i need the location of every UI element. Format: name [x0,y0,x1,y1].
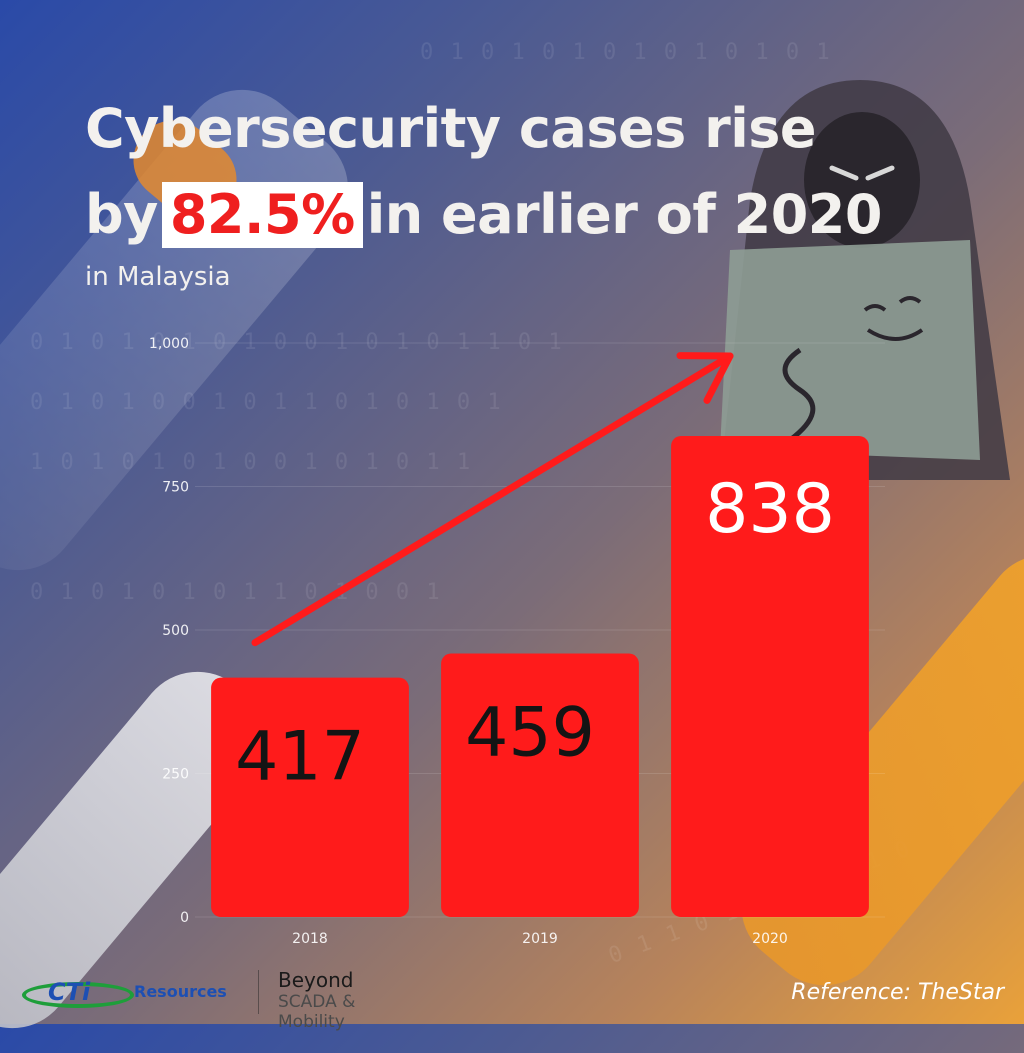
headline-line2: by 82.5% in earlier of 2020 [85,172,882,258]
y-tick-label: 0 [180,910,189,926]
bar-2019 [441,653,639,917]
headline-line1: Cybersecurity cases rise [85,97,816,160]
bar-2020 [671,435,869,917]
trend-arrow-icon [251,352,734,647]
bar-chart: 0 250 500 750 1,000 417 459 838 2018 2019 2020 [149,336,869,947]
x-tick-label: 2018 [292,931,328,947]
y-tick-label: 750 [162,480,189,496]
logo-divider [258,970,259,1014]
x-tick-label: 2020 [752,931,788,947]
headline-highlight: 82.5% [161,182,363,248]
x-tick-label: 2019 [522,931,558,947]
headline-prefix: by [85,183,158,246]
logo-cti-text: CTi [48,978,91,1006]
logo-beyond-text: Beyond [278,968,354,992]
y-tick-label: 500 [162,623,189,639]
cti-logo-icon: CTi [22,974,140,1014]
logo-scada-text: SCADA & Mobility [278,992,356,1032]
bar-2018 [211,677,409,917]
y-tick-label: 1,000 [149,336,189,352]
company-logo: CTi Resources Beyond SCADA & Mobility [22,968,412,1032]
y-tick-label: 250 [162,767,189,783]
subtitle: in Malaysia [85,262,231,292]
bar-value-label: 459 [465,694,595,773]
bar-value-label: 838 [705,470,835,549]
headline: Cybersecurity cases rise by 82.5% in earli… [85,86,882,258]
headline-suffix: in earlier of 2020 [366,183,883,246]
logo-resources-text: Resources [134,982,227,1001]
reference-note: Reference: TheStar [791,980,1004,1005]
bar-value-label: 417 [235,718,365,797]
